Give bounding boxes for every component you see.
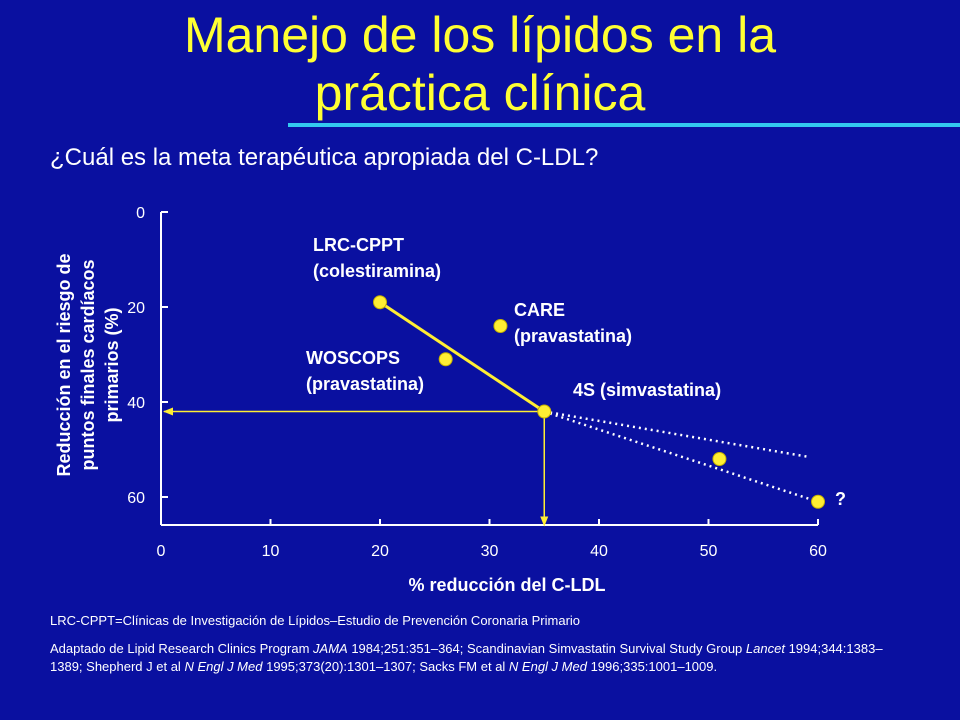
data-point-care: [493, 319, 508, 333]
title-line-2: práctica clínica: [314, 65, 646, 121]
y-tick-label: 60: [127, 490, 145, 507]
x-tick-label: 20: [371, 543, 389, 560]
y-axis-label: Reducción en el riesgo de puntos finales …: [54, 253, 122, 476]
title-divider: [288, 123, 960, 127]
point-label-line: 4S (simvastatina): [573, 380, 721, 400]
x-tick-label: 30: [481, 543, 499, 560]
data-point-projection-50: [712, 452, 727, 466]
reference-segment: 1995;373(20):1301–1307; Sacks FM et al: [262, 659, 509, 674]
point-label-line: WOSCOPS: [306, 348, 400, 368]
references: Adaptado de Lipid Research Clinics Progr…: [50, 640, 910, 676]
reference-segment: JAMA: [313, 641, 348, 656]
x-tick-label: 0: [157, 543, 166, 560]
point-label-care: CARE (pravastatina): [514, 300, 632, 346]
y-tick-label: 20: [127, 300, 145, 317]
reference-segment: 1996;335:1001–1009.: [586, 659, 718, 674]
trend-line-solid: [379, 301, 546, 413]
y-tick-label: 0: [136, 205, 145, 222]
point-label-woscops: WOSCOPS (pravastatina): [306, 348, 424, 394]
point-label-line: (pravastatina): [306, 374, 424, 394]
y-axis-label-line: puntos finales cardíacos: [78, 259, 98, 470]
point-label-line: LRC-CPPT: [313, 235, 404, 255]
x-axis-label: % reducción del C-LDL: [408, 575, 605, 595]
data-point-4s: [537, 404, 552, 419]
x-tick-label: 10: [262, 543, 280, 560]
trend-line-dotted: [543, 410, 819, 503]
point-label-line: (colestiramina): [313, 261, 441, 281]
x-tick-label: 50: [700, 543, 718, 560]
y-tick-label: 40: [127, 395, 145, 412]
reference-segment: 1984;251:351–364; Scandinavian Simvastat…: [347, 641, 746, 656]
slide-title: Manejo de los lípidos en la práctica clí…: [0, 6, 960, 122]
data-point-lrc-cppt: [373, 295, 387, 310]
point-label-4s: 4S (simvastatina): [573, 380, 721, 400]
y-axis-label-line: primarios (%): [102, 307, 122, 422]
point-label-lrc-cppt: LRC-CPPT (colestiramina): [313, 235, 441, 281]
slide-subtitle: ¿Cuál es la meta terapéutica apropiada d…: [50, 144, 599, 171]
reference-segment: Adaptado de Lipid Research Clinics Progr…: [50, 641, 314, 656]
footnote: LRC-CPPT=Clínicas de Investigación de Lí…: [50, 613, 581, 628]
x-tick-label: 40: [590, 543, 608, 560]
point-label-line: ?: [835, 489, 846, 509]
scatter-chart: 0 20 40 60 0 10 20 30 40 50 60 % reducción del C-LD…: [54, 205, 846, 595]
x-tick-label: 60: [809, 543, 827, 560]
data-point-projection-60: [811, 494, 825, 509]
point-label-line: CARE: [514, 300, 565, 320]
y-axis-label-line: Reducción en el riesgo de: [54, 253, 74, 476]
reference-segment: Lancet: [745, 641, 785, 656]
point-label-projection-60: ?: [835, 489, 846, 509]
trend-line-dotted: [544, 410, 808, 458]
point-label-line: (pravastatina): [514, 326, 632, 346]
title-line-1: Manejo de los lípidos en la: [183, 7, 777, 63]
reference-segment: N Engl J Med: [184, 659, 263, 674]
reference-segment: 1994;344:1383–1389; Shepherd J et al: [50, 641, 883, 674]
data-point-woscops: [438, 352, 453, 367]
reference-segment: N Engl J Med: [508, 659, 587, 674]
